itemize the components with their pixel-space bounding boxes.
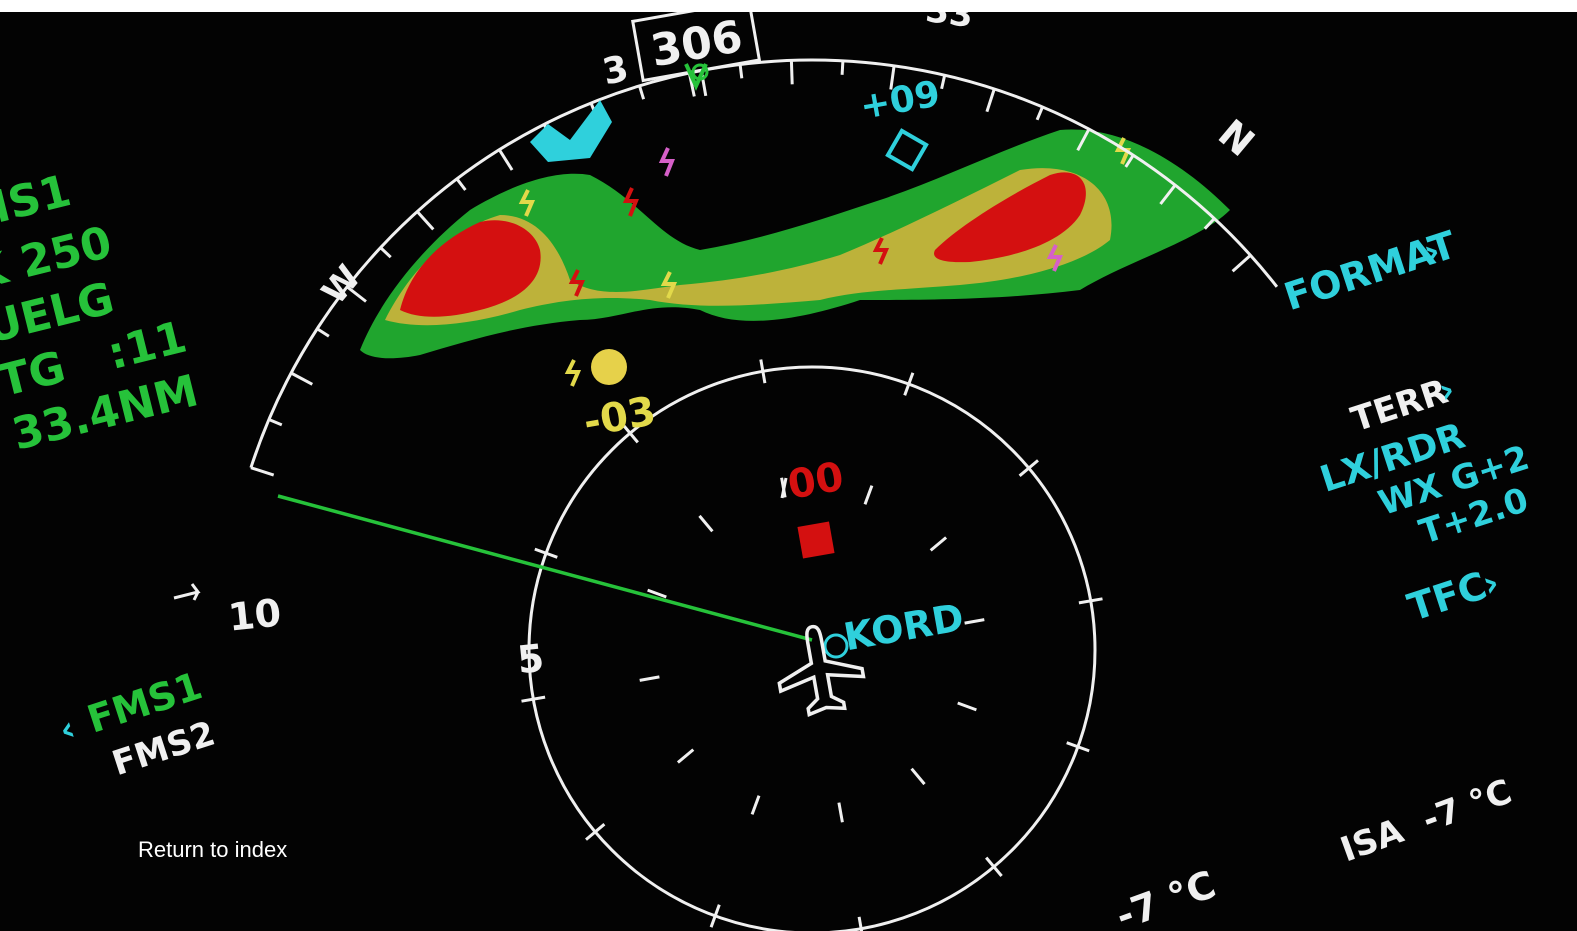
compass-tick: [1124, 154, 1135, 168]
compass-tick: [789, 60, 794, 85]
range-label-outer: 10: [226, 590, 283, 639]
compass-tick: [840, 60, 845, 75]
compass-tick: [1231, 254, 1252, 273]
weather-red-cell-east: [934, 172, 1086, 263]
flight-plan-leg: [277, 494, 813, 642]
traffic-relative-altitude-1: +09: [857, 74, 943, 128]
range-ring-tick: [709, 904, 721, 928]
heading-bug-icon: [684, 63, 708, 91]
traffic-symbols: +09 -03 00: [580, 74, 943, 559]
lightning-icon: [564, 359, 582, 387]
lightning-icon: [658, 147, 675, 177]
return-to-index-link[interactable]: Return to index: [138, 837, 288, 862]
range-ring-tick: [1078, 597, 1103, 605]
lightning-icon: [1046, 244, 1064, 272]
compass-tick: [268, 418, 283, 427]
compass-tick: [498, 148, 514, 171]
compass-tick: [379, 246, 392, 259]
heading-tick-label-33: 33: [923, 12, 975, 36]
range-ring-tick: [903, 372, 915, 396]
range-ring-tick: [1066, 741, 1090, 753]
compass-tick: [455, 177, 467, 191]
range-ring-tick: [534, 547, 558, 559]
tfc-button[interactable]: TFC: [1402, 563, 1491, 630]
half-range-mark: [863, 485, 874, 505]
static-air-temperature: -7 °C: [1110, 862, 1221, 931]
compass-tick: [416, 210, 435, 231]
range-ring-tick: [759, 359, 767, 384]
weather-yellow-band: [385, 168, 1112, 326]
range-ring-tick: [857, 916, 864, 931]
range-ring-tick: [1018, 459, 1039, 477]
range-arrow-icon: [173, 583, 201, 601]
compass-tick: [346, 285, 367, 303]
half-range-mark: [964, 618, 985, 625]
weather-red-cell-west: [400, 220, 541, 317]
right-menu-radar: TERR › LX/RDR WX G+2 T+2.0: [1315, 369, 1534, 552]
weather-radar-returns: [360, 129, 1230, 359]
half-range-mark: [676, 748, 695, 764]
lightning-symbols: [518, 137, 1132, 387]
half-range-mark: [837, 802, 844, 823]
half-range-mark: [639, 675, 660, 682]
range-ring-tick: [985, 856, 1003, 877]
half-range-mark: [647, 588, 667, 599]
heading-tick-label-3: 3: [599, 48, 632, 93]
compass-tick: [638, 85, 646, 100]
lightning-icon: [872, 237, 890, 265]
compass-tick: [1035, 106, 1044, 121]
compass-tick: [1076, 128, 1091, 152]
lightning-icon: [660, 271, 678, 299]
waypoint-label: KORD: [840, 595, 967, 659]
nav-source-left-arrow-icon[interactable]: ‹: [55, 709, 81, 751]
right-menu-tfc[interactable]: TFC ›: [1402, 559, 1504, 630]
range-ring-tick: [585, 823, 606, 841]
range-label-inner: 5: [515, 636, 546, 683]
heading-box-group: 306: [631, 12, 762, 97]
right-menu-format[interactable]: FORMAT ›: [1279, 222, 1462, 319]
lightning-icon: [568, 269, 586, 297]
half-range-mark: [750, 795, 761, 815]
lightning-icon: [622, 187, 639, 217]
compass-tick: [250, 466, 275, 477]
heading-label-west: W: [314, 258, 369, 312]
own-aircraft-icon: [777, 624, 866, 717]
compass-tick: [290, 371, 314, 386]
heading-label-north: N: [1210, 111, 1263, 165]
fms-data-block: MS1 K 250 UELG TG :11 33.4NM: [0, 165, 203, 460]
range-ring-tick: [621, 423, 639, 444]
half-range-mark: [910, 767, 926, 786]
range-ring-inner: [527, 365, 1097, 931]
compass-tick: [1203, 217, 1216, 230]
traffic-trend-mark: [780, 477, 788, 499]
compass-tick: [889, 65, 896, 90]
mfd-display: 306 3 33 N W 10 5 +09 -03 00 KORD MS1 K …: [0, 12, 1534, 931]
traffic-relative-altitude-2: -03: [580, 388, 659, 446]
mfd-screen: 306 3 33 N W 10 5 +09 -03 00 KORD MS1 K …: [0, 12, 1577, 931]
compass-tick: [738, 64, 744, 79]
heading-bug-marker-icon: [691, 63, 709, 81]
traffic-advisory-icon: [591, 349, 627, 385]
traffic-proximate-icon: [885, 128, 929, 172]
range-ring-tick: [521, 695, 546, 703]
lightning-icon: [518, 189, 536, 217]
half-range-mark: [957, 701, 977, 712]
traffic-relative-altitude-3: 00: [784, 454, 847, 509]
nav-source-selector: ‹ FMS1 FMS2: [55, 663, 220, 784]
selected-heading-bug-icon: [530, 100, 612, 162]
half-range-mark: [698, 514, 714, 533]
compass-tick: [316, 327, 330, 338]
traffic-resolution-icon: [797, 521, 835, 559]
isa-temperature: ISA -7 °C: [1335, 772, 1517, 871]
half-range-mark: [929, 536, 948, 552]
compass-tick: [985, 88, 996, 113]
compass-tick: [940, 74, 947, 90]
waypoint-icon: [823, 633, 849, 659]
compass-tick: [1159, 184, 1177, 205]
